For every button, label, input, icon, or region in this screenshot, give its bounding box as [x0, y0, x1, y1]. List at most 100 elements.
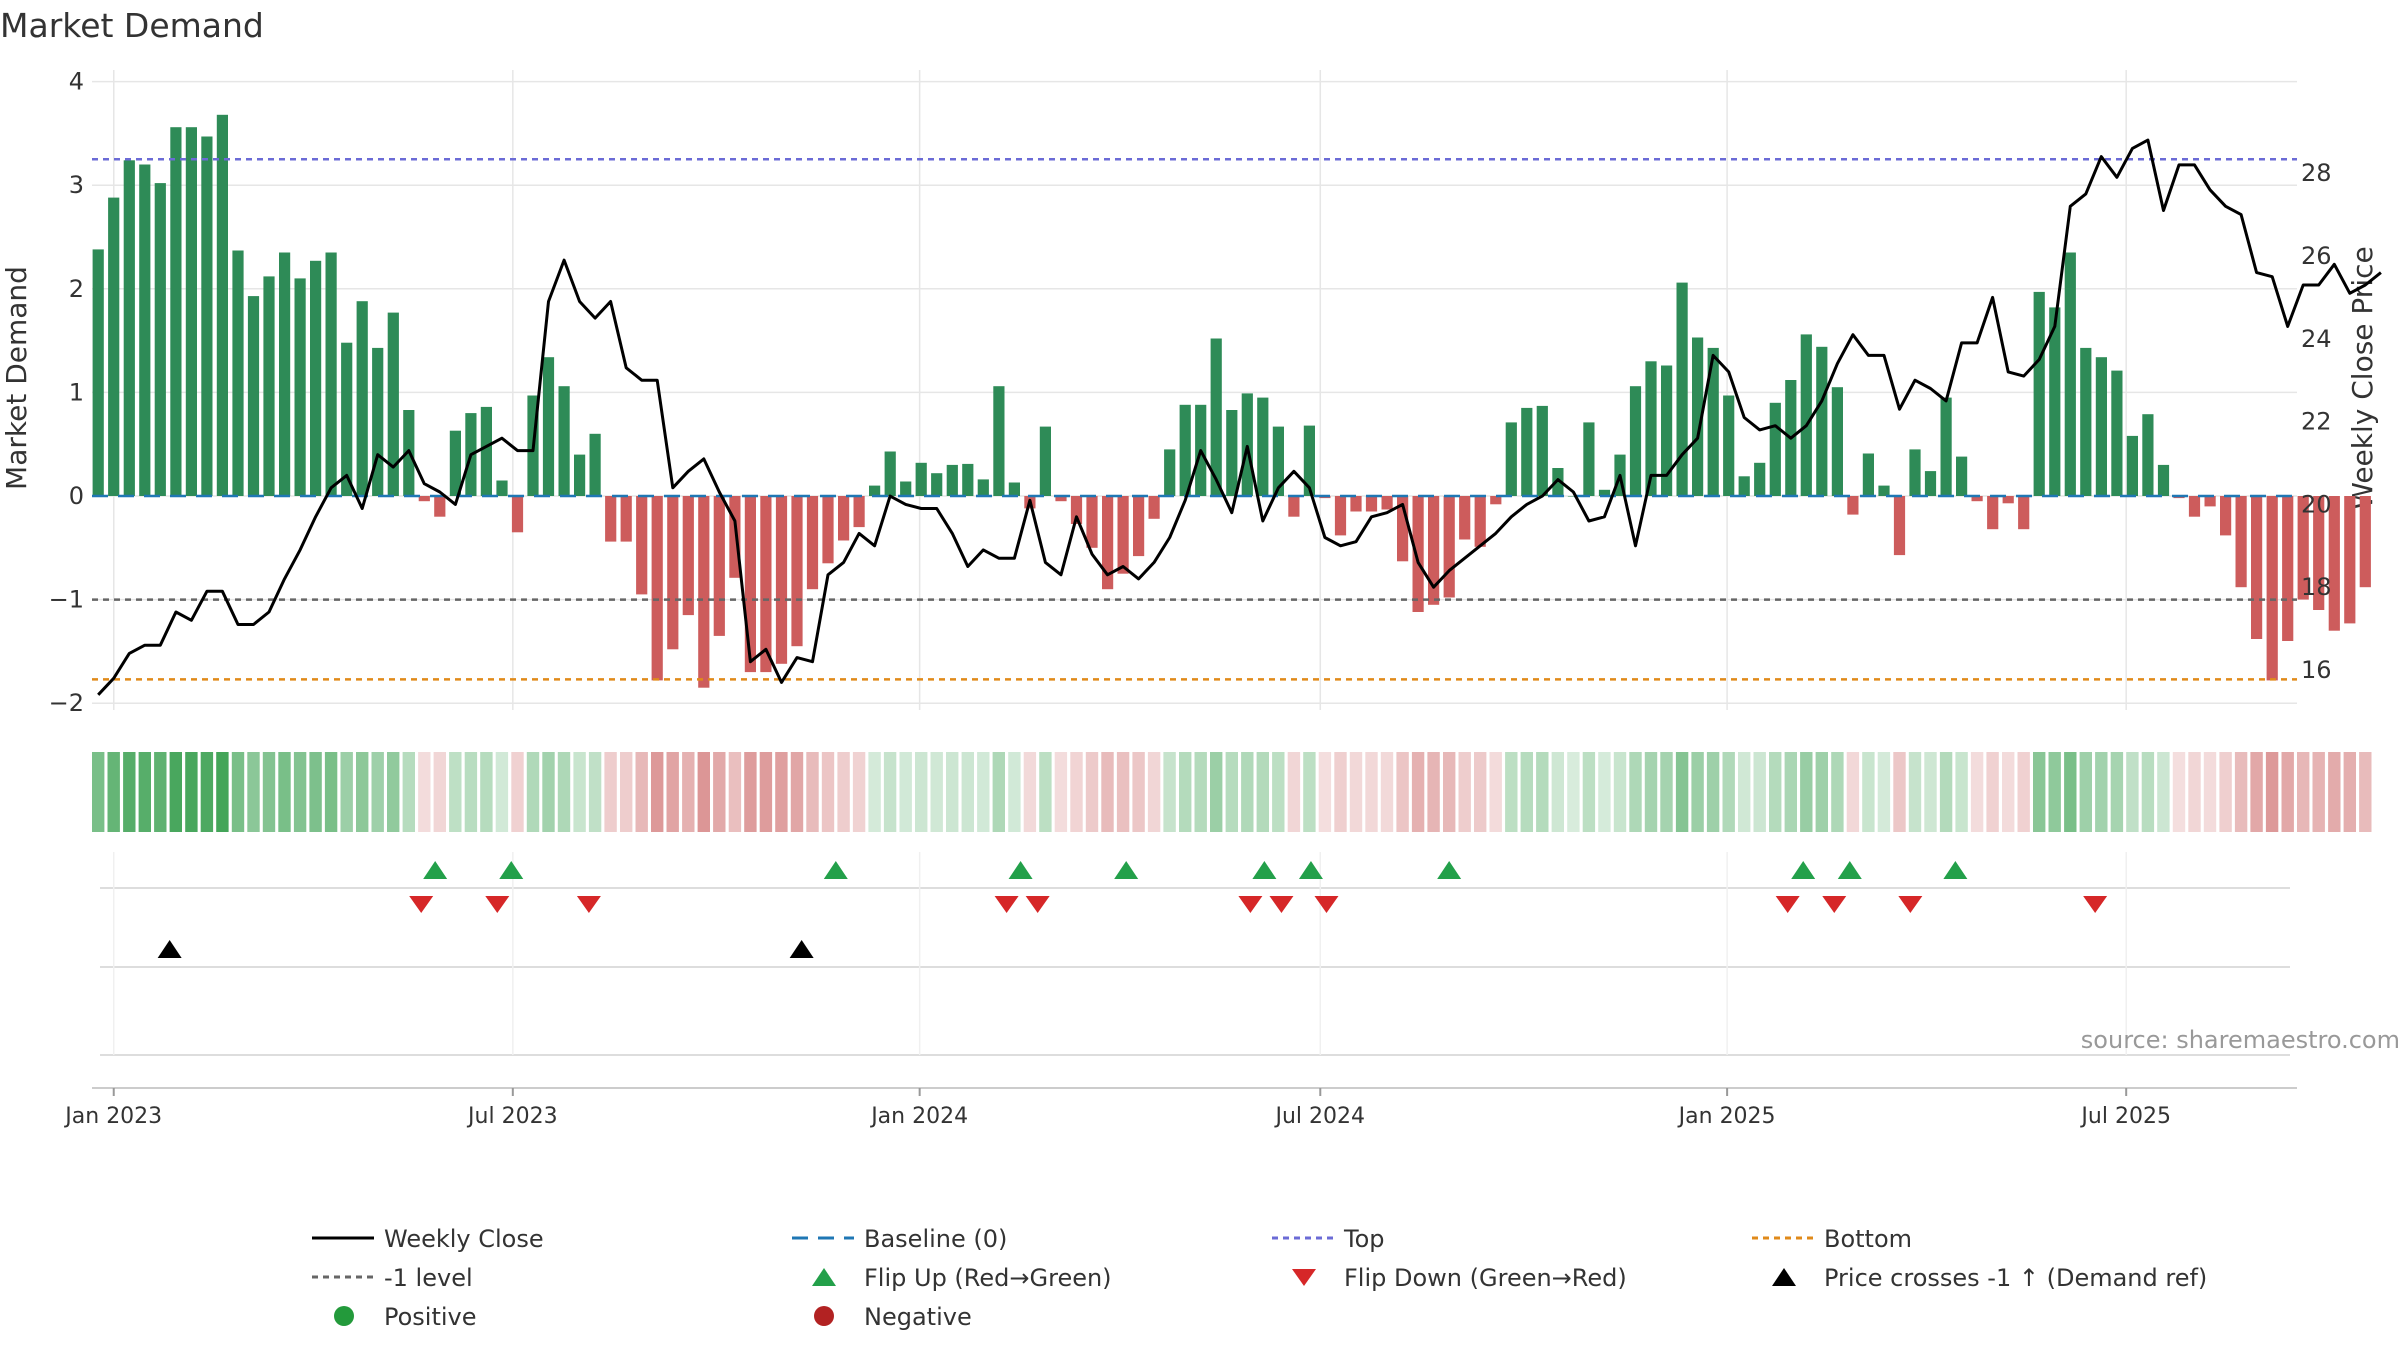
- heat-cell: [1970, 752, 1984, 832]
- heat-cell: [371, 752, 384, 832]
- legend-item: Bottom: [1752, 1225, 1912, 1253]
- demand-bar: [1412, 496, 1424, 612]
- x-tick-label: Jul 2024: [1274, 1104, 1366, 1129]
- heat-cell: [1039, 752, 1052, 832]
- demand-bar: [511, 496, 524, 533]
- demand-bar: [1039, 426, 1051, 496]
- demand-bar: [806, 496, 819, 590]
- y-tick-left: 0: [69, 482, 84, 510]
- legend-label: Negative: [864, 1303, 972, 1331]
- flip-up-marker: [1008, 861, 1033, 879]
- heat-cell: [620, 752, 633, 832]
- heat-cell: [899, 752, 912, 832]
- demand-bar: [1769, 402, 1781, 496]
- demand-bar: [931, 473, 943, 496]
- flip-down-marker: [1822, 896, 1847, 913]
- legend-item: Flip Down (Green→Red): [1292, 1264, 1627, 1292]
- heat-cell: [262, 752, 276, 832]
- grid-layer: [92, 70, 2297, 710]
- heat-cell: [1582, 752, 1596, 832]
- demand-bar: [1334, 496, 1347, 536]
- heat-cell: [2250, 752, 2263, 832]
- heat-cell: [200, 752, 214, 832]
- heat-cell: [728, 752, 742, 832]
- y-tick-right: 26: [2301, 242, 2332, 270]
- demand-heat-strip: [92, 752, 2372, 832]
- demand-bar: [1272, 426, 1284, 496]
- reference-lines: [92, 158, 2297, 681]
- demand-bar: [993, 386, 1005, 496]
- demand-bar: [2344, 496, 2356, 624]
- x-tick-label: Jan 2025: [1677, 1104, 1776, 1129]
- heat-cell: [1256, 752, 1269, 832]
- heat-cell: [2188, 752, 2201, 832]
- demand-bar: [558, 386, 570, 496]
- heat-cell: [1675, 752, 1689, 832]
- demand-bar: [1629, 386, 1642, 496]
- y-tick-right: 24: [2301, 325, 2332, 353]
- demand-bar: [170, 127, 182, 496]
- y-tick-right: 20: [2301, 490, 2332, 518]
- heat-cell: [588, 752, 602, 832]
- x-axis: Jan 2023 Jul 2023 Jan 2024 Jul 2024 Jan 2025…: [63, 1087, 2297, 1129]
- heat-cell: [402, 752, 415, 832]
- demand-bar: [2049, 307, 2061, 496]
- demand-bar: [1397, 496, 1409, 562]
- heat-cell: [123, 752, 136, 832]
- demand-bar: [822, 496, 834, 564]
- demand-bar: [247, 296, 260, 496]
- y-tick-left: −2: [49, 689, 84, 717]
- y-tick-right: 22: [2301, 408, 2332, 436]
- demand-bar: [1847, 496, 1859, 515]
- demand-bar: [1987, 496, 1999, 530]
- flip-up-marker: [1943, 861, 1968, 879]
- demand-bar: [1816, 346, 1828, 496]
- heat-cell: [1054, 752, 1068, 832]
- heat-cell: [340, 752, 353, 832]
- heat-cell: [635, 752, 648, 832]
- demand-bar: [838, 496, 850, 541]
- demand-bar: [1707, 347, 1719, 496]
- demand-bar: [1924, 471, 1937, 496]
- heat-cell: [2343, 752, 2356, 832]
- demand-bar: [915, 462, 927, 496]
- demand-bar: [1070, 496, 1083, 524]
- heat-cell: [977, 752, 990, 832]
- heat-cell: [185, 752, 198, 832]
- demand-bar: [139, 164, 151, 496]
- source-note: source: sharemaestro.com: [2081, 1026, 2400, 1054]
- demand-bar: [1598, 489, 1611, 496]
- heat-cell: [1536, 752, 1549, 832]
- heat-cell: [961, 752, 974, 832]
- legend-item: Price crosses -1 ↑ (Demand ref): [1772, 1264, 2207, 1292]
- flip-up-marker: [1791, 861, 1816, 879]
- demand-bar: [2282, 496, 2294, 641]
- demand-bar: [1956, 456, 1968, 496]
- demand-bar: [900, 481, 912, 496]
- heat-cell: [1986, 752, 1999, 832]
- demand-bar: [2018, 496, 2030, 530]
- heat-cell: [154, 752, 167, 832]
- demand-bar: [1226, 410, 1238, 496]
- demand-bar: [480, 406, 492, 496]
- heat-cell: [1443, 752, 1456, 832]
- heat-cell: [1365, 752, 1378, 832]
- legend-label: Flip Up (Red→Green): [864, 1264, 1112, 1292]
- heat-cell: [1877, 752, 1891, 832]
- heat-cell: [1085, 752, 1099, 832]
- legend-item: Positive: [334, 1303, 477, 1331]
- heat-cell: [449, 752, 462, 832]
- heat-cell: [821, 752, 835, 832]
- heat-cell: [1644, 752, 1658, 832]
- heat-cell: [356, 752, 369, 832]
- legend-item: Negative: [814, 1303, 972, 1331]
- legend-item: Flip Up (Red→Green): [812, 1264, 1112, 1292]
- demand-bar: [1536, 405, 1548, 496]
- heat-cell: [1101, 752, 1114, 832]
- heat-cell: [1738, 752, 1751, 832]
- x-tick-label: Jul 2025: [2079, 1104, 2171, 1129]
- heat-cell: [2219, 752, 2232, 832]
- legend-label: Weekly Close: [384, 1225, 544, 1253]
- demand-bar: [2188, 496, 2201, 517]
- demand-bar: [2328, 496, 2340, 631]
